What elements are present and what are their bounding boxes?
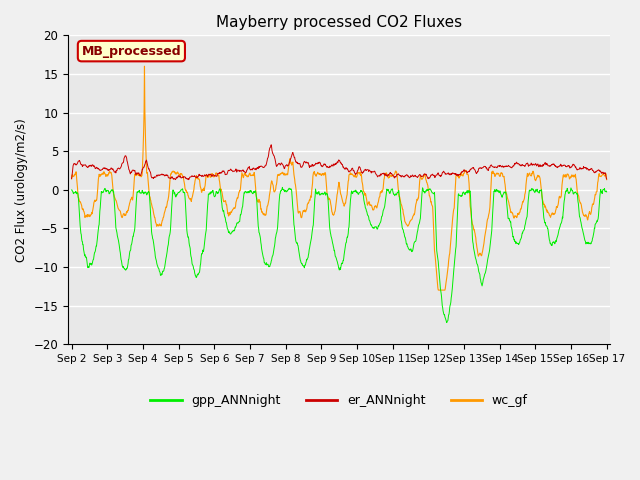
wc_gf <box>422 178 430 183</box>
er_ANNnight <box>173 175 181 180</box>
gpp_ANNnight <box>187 251 195 256</box>
gpp_ANNnight <box>540 215 548 221</box>
Y-axis label: CO2 Flux (urology/m2/s): CO2 Flux (urology/m2/s) <box>15 118 28 262</box>
gpp_ANNnight <box>603 189 611 195</box>
er_ANNnight <box>603 176 611 182</box>
Line: wc_gf: wc_gf <box>72 66 607 290</box>
gpp_ANNnight <box>246 188 254 193</box>
er_ANNnight <box>68 176 76 181</box>
er_ANNnight <box>493 165 500 170</box>
gpp_ANNnight <box>278 184 286 190</box>
Line: gpp_ANNnight: gpp_ANNnight <box>72 187 607 323</box>
wc_gf <box>603 177 611 182</box>
er_ANNnight <box>423 173 431 179</box>
wc_gf <box>174 169 182 175</box>
wc_gf <box>540 202 548 207</box>
gpp_ANNnight <box>422 188 430 194</box>
wc_gf <box>435 287 442 293</box>
er_ANNnight <box>540 162 548 168</box>
Title: Mayberry processed CO2 Fluxes: Mayberry processed CO2 Fluxes <box>216 15 462 30</box>
Text: MB_processed: MB_processed <box>81 45 181 58</box>
Legend: gpp_ANNnight, er_ANNnight, wc_gf: gpp_ANNnight, er_ANNnight, wc_gf <box>145 389 533 412</box>
gpp_ANNnight <box>68 187 76 193</box>
wc_gf <box>141 63 148 69</box>
gpp_ANNnight <box>493 186 500 192</box>
wc_gf <box>247 173 255 179</box>
gpp_ANNnight <box>443 320 451 325</box>
er_ANNnight <box>187 174 195 180</box>
Line: er_ANNnight: er_ANNnight <box>72 145 607 180</box>
er_ANNnight <box>247 167 255 173</box>
er_ANNnight <box>268 142 275 148</box>
wc_gf <box>187 198 195 204</box>
wc_gf <box>493 170 500 176</box>
gpp_ANNnight <box>173 191 181 196</box>
wc_gf <box>68 176 76 182</box>
er_ANNnight <box>185 177 193 182</box>
